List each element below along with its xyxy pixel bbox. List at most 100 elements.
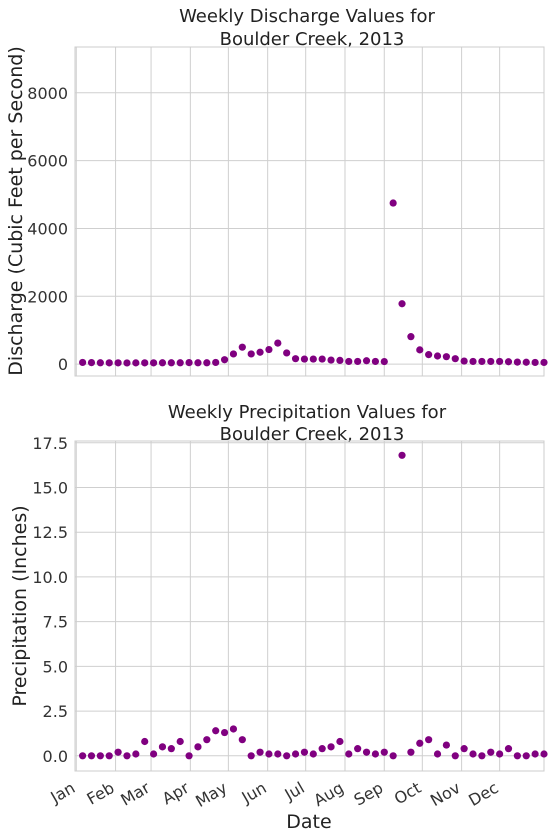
data-point [79, 752, 87, 760]
data-point [496, 357, 504, 366]
data-point [158, 359, 167, 367]
data-point [345, 750, 353, 758]
data-point [433, 750, 442, 758]
x-tick-label: Mar [117, 778, 153, 810]
x-tick-label: Jun [238, 778, 270, 807]
data-point [194, 359, 202, 367]
data-point [203, 359, 211, 367]
precipitation-grid [75, 441, 544, 771]
y-tick-label: 15.0 [32, 479, 68, 498]
data-point [194, 743, 202, 751]
data-point [132, 359, 140, 367]
data-point [540, 358, 548, 367]
data-point [487, 748, 495, 756]
x-tick-label: May [192, 778, 230, 811]
discharge-chart-title-line2: Boulder Creek, 2013 [220, 29, 405, 50]
data-point [433, 352, 442, 360]
data-point [283, 752, 291, 760]
precipitation-x-ticks: Jan Feb Mar Apr May Jun Jul Aug Sep Oct Nov Dec [47, 778, 502, 811]
data-point [451, 355, 459, 363]
discharge-plot-frame [74, 46, 545, 377]
data-point [318, 745, 326, 753]
data-point [247, 350, 255, 358]
data-point [478, 357, 486, 366]
precipitation-plot-frame [74, 440, 545, 772]
data-point [362, 748, 371, 756]
data-point [238, 343, 246, 351]
discharge-grid [75, 47, 544, 376]
precipitation-chart-title-line2: Boulder Creek, 2013 [220, 424, 405, 445]
data-point [531, 358, 539, 367]
discharge-chart: Weekly Discharge Values for Boulder Cree… [5, 6, 548, 377]
precipitation-points [79, 451, 548, 760]
data-point [398, 300, 406, 308]
data-point [87, 359, 96, 367]
data-point [522, 358, 530, 366]
data-point [176, 737, 184, 746]
data-point [229, 350, 238, 358]
x-tick-label: Feb [84, 778, 118, 809]
data-point [220, 728, 229, 737]
y-tick-label: 7.5 [43, 613, 68, 632]
data-point [212, 358, 220, 367]
data-point [522, 752, 530, 760]
data-point [478, 752, 486, 760]
data-point [354, 357, 362, 366]
precipitation-x-axis-label: Date [286, 811, 331, 833]
data-point [531, 750, 539, 758]
data-point [407, 333, 415, 341]
data-point [513, 752, 521, 760]
x-tick-label: Aug [310, 778, 347, 810]
data-point [354, 745, 362, 753]
data-point [149, 359, 158, 367]
data-point [442, 741, 450, 749]
data-point [460, 357, 468, 365]
data-point [229, 725, 238, 733]
data-point [212, 727, 220, 735]
discharge-y-axis-label: Discharge (Cubic Feet per Second) [5, 46, 27, 375]
y-tick-label: 6000 [27, 152, 68, 171]
data-point [256, 748, 264, 756]
data-point [451, 752, 459, 760]
x-tick-label: Apr [159, 778, 193, 809]
data-point [398, 451, 406, 459]
data-point [496, 750, 504, 758]
data-point [256, 348, 264, 356]
x-tick-label: Sep [351, 778, 387, 810]
data-point [487, 357, 495, 366]
data-point [327, 356, 335, 364]
data-point [114, 359, 122, 367]
discharge-y-ticks: 0 2000 4000 6000 8000 [27, 84, 68, 374]
data-point [265, 345, 273, 354]
y-tick-label: 12.5 [32, 523, 68, 542]
data-point [238, 736, 246, 744]
x-tick-label: Dec [465, 778, 501, 810]
data-point [469, 750, 477, 758]
data-point [425, 736, 433, 744]
x-tick-label: Oct [391, 778, 424, 808]
data-point [362, 357, 371, 365]
y-tick-label: 4000 [27, 219, 68, 238]
precipitation-chart-title-line1: Weekly Precipitation Values for [168, 402, 447, 423]
y-tick-label: 2.5 [43, 702, 68, 721]
data-point [336, 737, 344, 746]
data-point [114, 748, 122, 756]
y-tick-label: 2000 [27, 287, 68, 306]
data-point [300, 748, 309, 756]
precipitation-y-axis-label: Precipitation (Inches) [9, 505, 31, 706]
data-point [123, 752, 131, 760]
data-point [123, 359, 131, 367]
data-point [220, 356, 229, 364]
x-tick-label: Jul [281, 778, 308, 805]
data-point [96, 752, 104, 760]
data-point [371, 750, 380, 758]
data-point [185, 359, 193, 367]
data-point [247, 752, 255, 760]
precipitation-y-ticks: 0.0 2.5 5.0 7.5 10.0 12.5 15.0 17.5 [32, 434, 68, 766]
data-point [425, 351, 433, 359]
data-point [416, 346, 424, 354]
data-point [309, 355, 317, 363]
data-point [504, 358, 513, 366]
data-point [96, 359, 104, 367]
data-point [141, 737, 149, 746]
